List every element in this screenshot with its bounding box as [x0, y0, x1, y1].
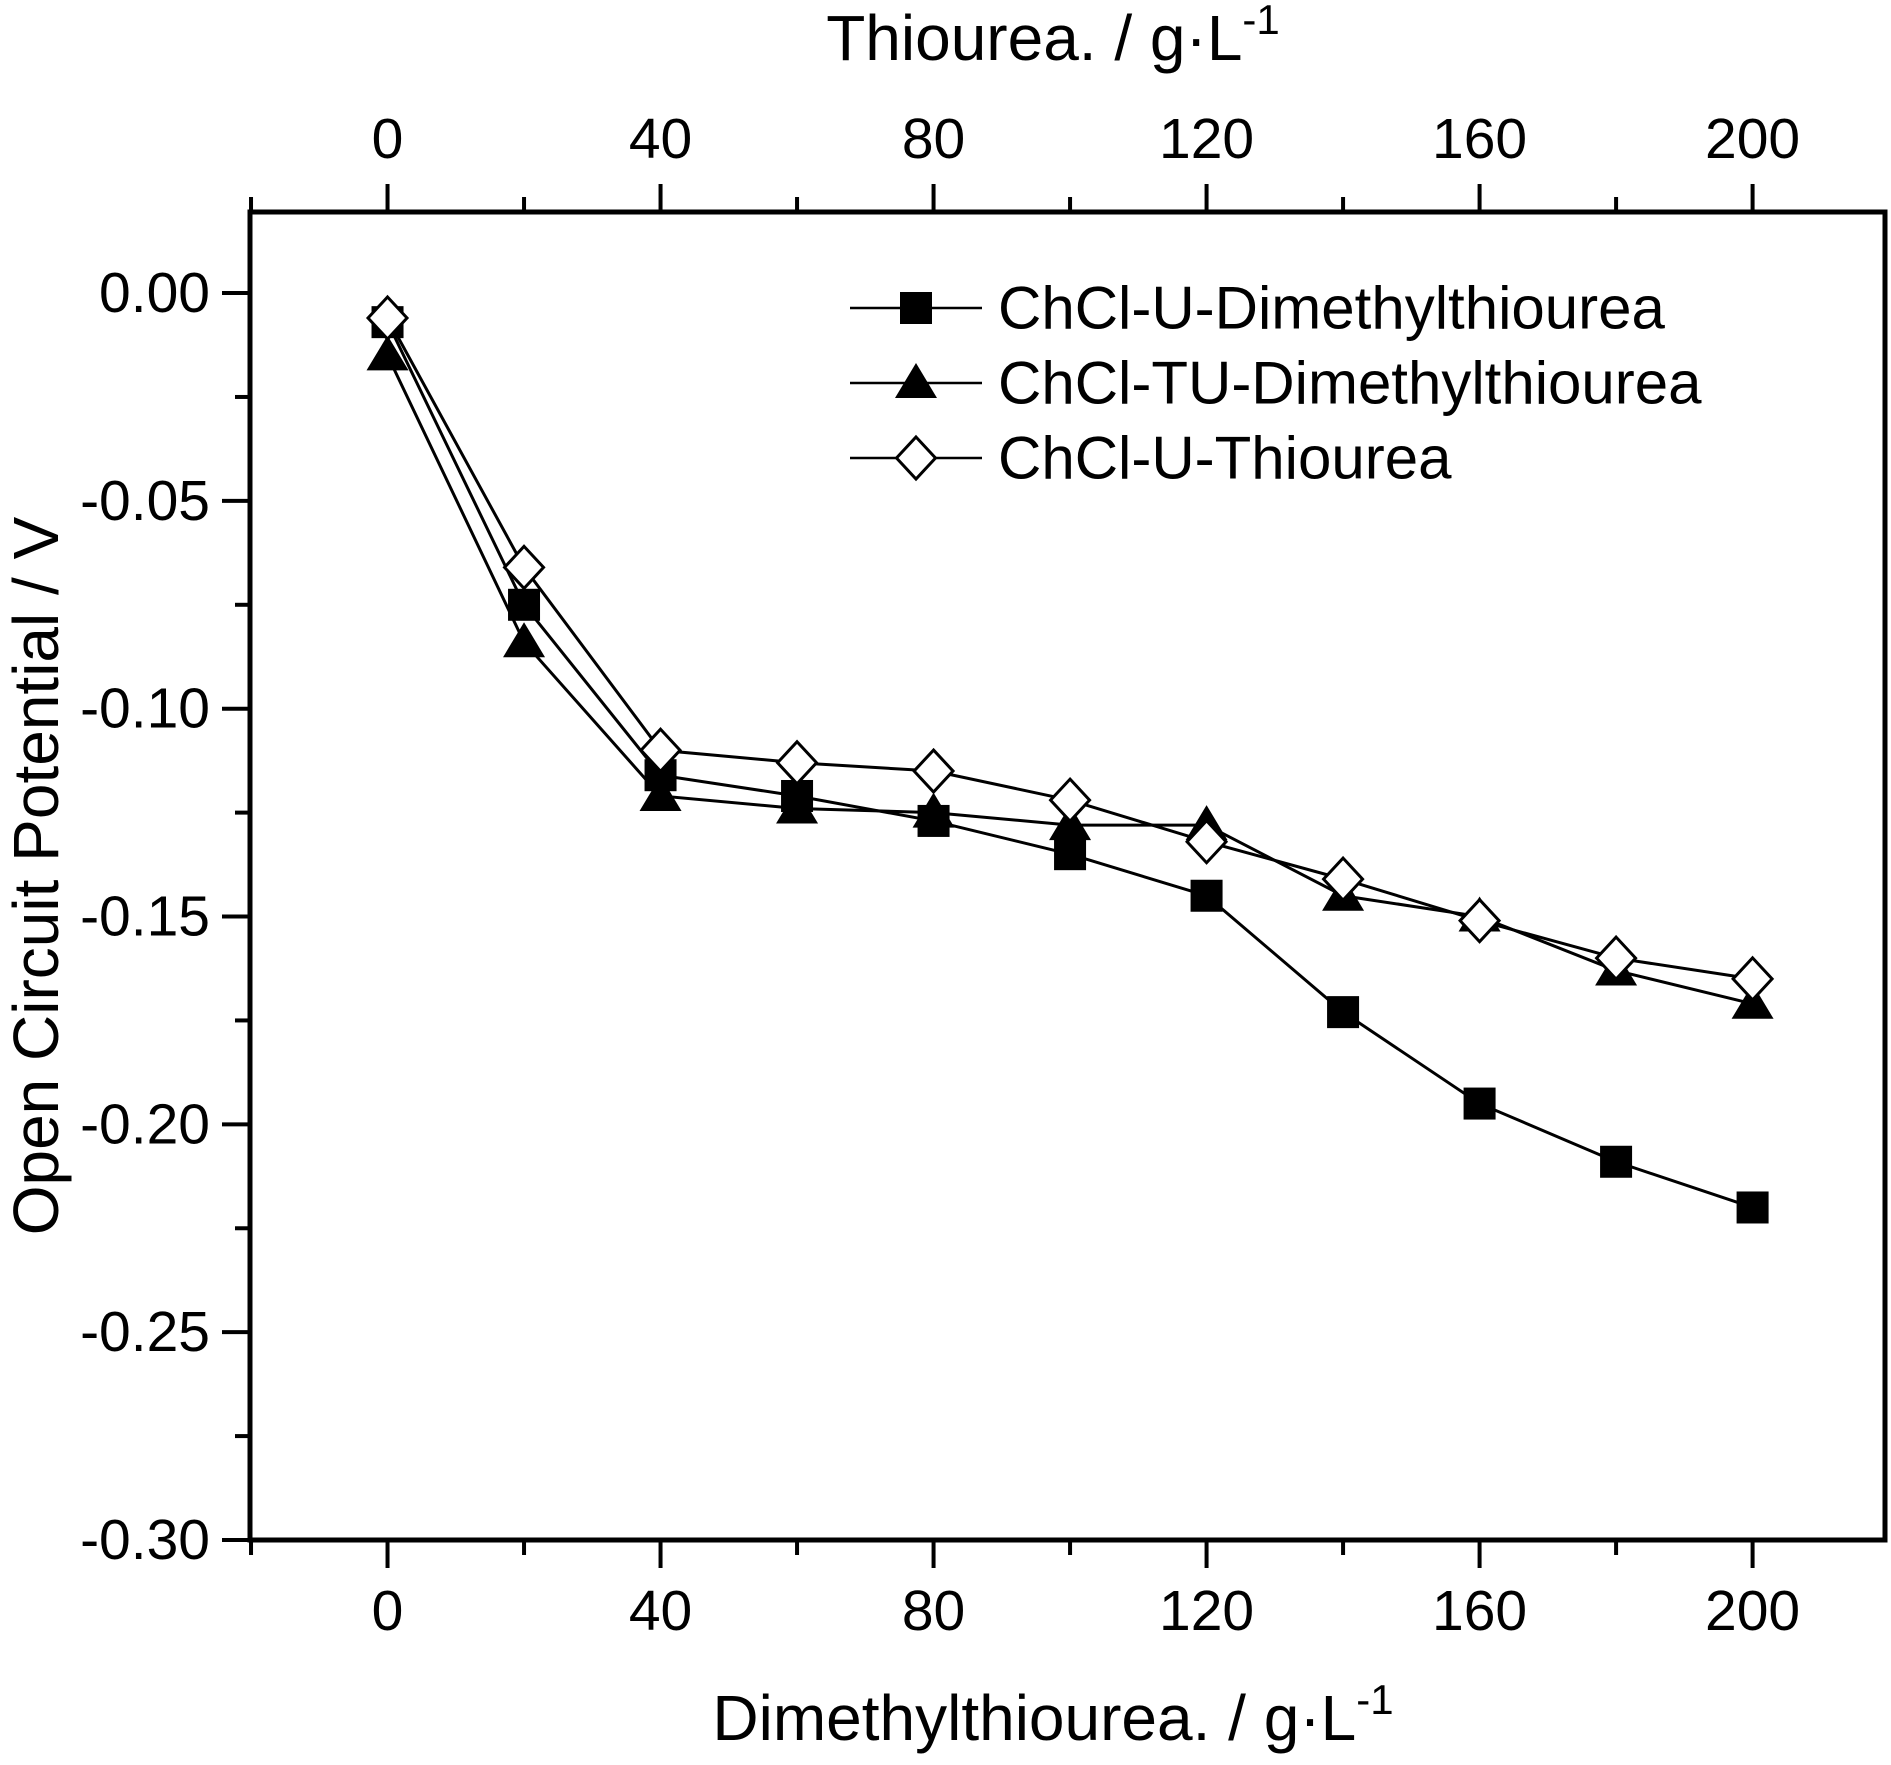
data-point-series-1 [508, 588, 541, 621]
bottom-x-tick-label: 80 [902, 1579, 965, 1643]
bottom-x-tick-label: 160 [1432, 1579, 1527, 1643]
data-point-series-3 [502, 544, 546, 591]
data-point-series-3 [775, 739, 819, 786]
top-x-tick-label: 80 [902, 107, 965, 171]
legend-label-1: ChCl-U-Dimethylthiourea [998, 275, 1665, 342]
legend-marker-open-diamond [894, 434, 938, 482]
data-point-series-3 [1048, 776, 1092, 824]
y-tick-label: -0.10 [80, 677, 210, 741]
y-tick-label: 0.00 [99, 261, 210, 325]
y-tick-label: -0.20 [80, 1092, 210, 1156]
data-point-series-1 [1190, 879, 1223, 912]
y-tick-label: -0.30 [80, 1508, 210, 1572]
data-point-series-1 [1600, 1145, 1633, 1178]
data-point-series-1 [1736, 1191, 1769, 1224]
bottom-x-tick-label: 40 [629, 1579, 692, 1643]
legend-marker-filled-square [900, 292, 932, 324]
data-point-series-2 [639, 775, 682, 811]
legend-marker-filled-triangle [895, 363, 937, 398]
plot-border [247, 209, 1888, 1543]
y-tick-label: -0.15 [80, 885, 210, 949]
legend-label-3: ChCl-U-Thiourea [998, 425, 1452, 492]
bottom-x-tick-label: 0 [372, 1579, 404, 1643]
data-point-series-2 [503, 622, 546, 658]
data-point-series-3 [1458, 897, 1502, 944]
y-tick-label: -0.25 [80, 1300, 210, 1364]
top-x-tick-label: 160 [1432, 107, 1527, 171]
bottom-x-tick-label: 120 [1159, 1579, 1254, 1643]
bottom-x-tick-label: 200 [1705, 1579, 1800, 1643]
y-axis-title: Open Circuit Potential / V [0, 516, 72, 1235]
top-x-tick-label: 40 [629, 107, 692, 171]
bottom-axis-title: Dimethylthiourea. / g·L-1 [712, 1676, 1393, 1754]
data-point-series-3 [912, 747, 956, 795]
data-point-series-2 [366, 335, 409, 371]
top-x-tick-label: 120 [1159, 107, 1254, 171]
data-point-series-3 [1185, 818, 1229, 865]
y-tick-label: -0.05 [80, 469, 210, 533]
data-point-series-1 [1054, 838, 1087, 871]
data-point-series-3 [638, 727, 683, 774]
data-point-series-3 [365, 294, 410, 342]
data-point-series-2 [776, 788, 819, 824]
data-point-series-3 [1594, 934, 1638, 982]
top-axis-title: Thiourea. / g·L-1 [826, 0, 1280, 74]
series-line-3 [386, 317, 1753, 981]
data-point-series-1 [1327, 996, 1360, 1029]
top-x-tick-label: 200 [1705, 107, 1800, 171]
legend-label-2: ChCl-TU-Dimethylthiourea [998, 350, 1702, 417]
data-point-series-1 [1463, 1087, 1496, 1120]
data-point-series-3 [1731, 955, 1775, 1003]
data-point-series-2 [912, 792, 955, 828]
data-point-series-3 [1321, 855, 1365, 903]
top-x-tick-label: 0 [372, 107, 404, 171]
